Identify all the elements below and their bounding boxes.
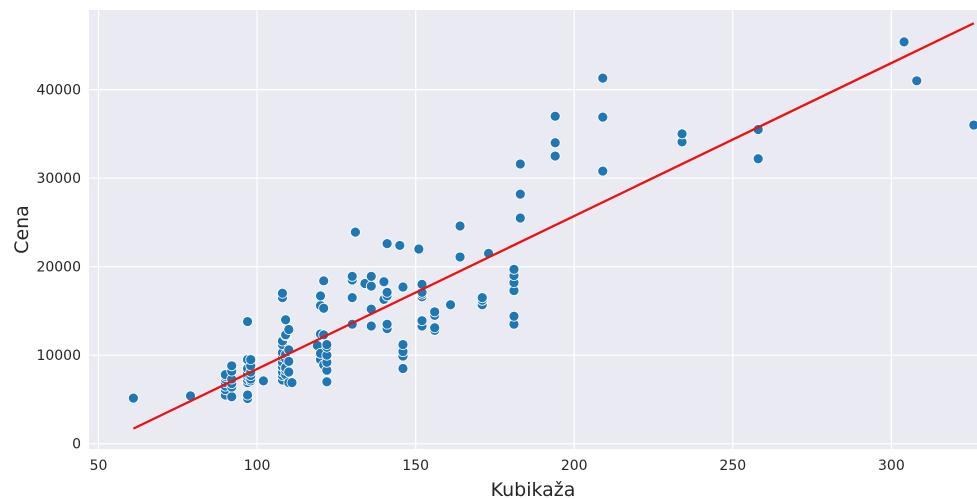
- data-point: [226, 360, 238, 372]
- data-point: [381, 318, 393, 330]
- data-point: [283, 324, 295, 335]
- grid-lines: [89, 10, 977, 449]
- data-point: [277, 287, 288, 299]
- data-point: [429, 306, 441, 318]
- x-tick-label: 100: [244, 458, 271, 474]
- data-point: [365, 320, 377, 332]
- data-point: [549, 110, 561, 122]
- data-point: [242, 316, 253, 327]
- data-point: [381, 286, 393, 298]
- data-point: [429, 322, 441, 334]
- data-point: [514, 212, 526, 224]
- data-point: [378, 276, 390, 288]
- x-tick-label: 150: [402, 458, 429, 474]
- data-point: [898, 36, 910, 48]
- data-point: [349, 226, 361, 238]
- data-point: [676, 128, 688, 140]
- x-tick-label: 50: [90, 458, 108, 474]
- data-point: [597, 165, 609, 177]
- regression-line: [132, 22, 975, 430]
- data-point: [397, 339, 409, 350]
- data-point: [911, 75, 923, 87]
- data-point: [514, 188, 526, 200]
- data-point: [968, 119, 977, 131]
- data-point: [318, 275, 330, 287]
- data-point: [226, 391, 238, 403]
- data-point: [321, 339, 333, 350]
- data-point: [397, 363, 409, 374]
- data-point: [242, 389, 253, 401]
- data-point: [752, 153, 764, 165]
- data-points: [127, 36, 977, 404]
- data-point: [597, 111, 609, 123]
- data-point: [514, 158, 526, 170]
- data-point: [394, 240, 406, 251]
- y-axis-label: Cena: [11, 205, 33, 254]
- data-point: [321, 376, 333, 388]
- data-point: [597, 72, 609, 84]
- data-point: [283, 366, 295, 378]
- data-point: [346, 271, 358, 282]
- data-point: [346, 292, 358, 304]
- data-point: [381, 238, 393, 250]
- plot-background: [89, 10, 977, 449]
- data-point: [258, 375, 269, 387]
- data-point: [549, 150, 561, 162]
- data-point: [397, 281, 409, 293]
- data-point: [280, 314, 292, 326]
- data-point: [454, 251, 466, 263]
- x-tick-label: 250: [719, 458, 746, 474]
- data-point: [283, 355, 295, 367]
- data-point: [318, 302, 330, 314]
- data-point: [416, 315, 428, 327]
- x-axis-label: Kubikaža: [491, 479, 576, 499]
- y-tick-label: 10000: [36, 348, 81, 364]
- y-tick-label: 30000: [36, 171, 81, 187]
- data-point: [286, 377, 298, 389]
- data-point: [445, 299, 456, 311]
- data-point: [454, 220, 466, 232]
- x-tick-label: 200: [561, 458, 588, 474]
- data-point: [508, 263, 520, 275]
- y-tick-label: 0: [72, 437, 81, 453]
- data-point: [315, 290, 326, 302]
- data-point: [476, 292, 488, 304]
- data-point: [365, 271, 377, 282]
- data-point: [127, 392, 139, 404]
- axis-ticks: 50 100 150 200 250 300 0 10000 20000 30000 40000: [36, 83, 904, 474]
- data-point: [549, 137, 561, 149]
- data-point: [365, 280, 377, 292]
- data-point: [245, 354, 257, 366]
- y-tick-label: 40000: [36, 83, 81, 99]
- data-point: [413, 243, 425, 255]
- data-point: [508, 310, 520, 322]
- x-tick-label: 300: [878, 458, 905, 474]
- y-tick-label: 20000: [36, 260, 81, 276]
